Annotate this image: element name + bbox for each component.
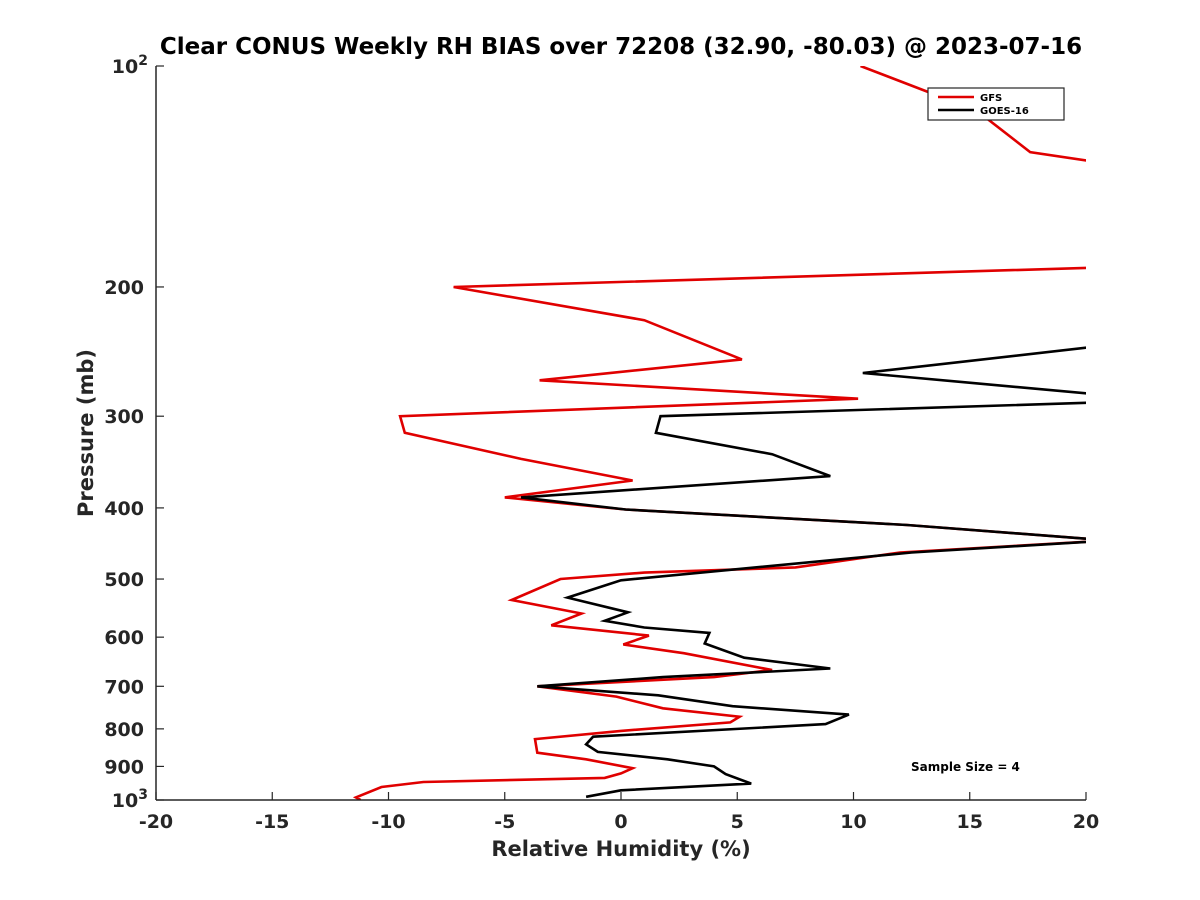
y-tick-label: 102 bbox=[112, 53, 148, 78]
x-tick-label: 20 bbox=[1073, 811, 1099, 833]
x-tick-label: 0 bbox=[614, 811, 627, 833]
legend: GFS GOES-16 bbox=[927, 87, 1065, 121]
legend-label-gfs: GFS bbox=[980, 93, 1002, 104]
y-tick-label: 200 bbox=[104, 277, 144, 299]
x-axis-label: Relative Humidity (%) bbox=[491, 837, 750, 861]
legend-label-goes16: GOES-16 bbox=[980, 106, 1029, 117]
x-tick-label: -15 bbox=[255, 811, 289, 833]
x-tick-label: 5 bbox=[731, 811, 744, 833]
y-axis-label: Pressure (mb) bbox=[74, 349, 98, 517]
x-tick-label: -10 bbox=[371, 811, 405, 833]
x-tick-label: -5 bbox=[494, 811, 515, 833]
x-tick-label: 15 bbox=[957, 811, 983, 833]
y-tick-label: 900 bbox=[104, 756, 144, 778]
y-tick-label: 800 bbox=[104, 719, 144, 741]
legend-box bbox=[927, 87, 1065, 121]
series-line-gfs bbox=[352, 66, 1086, 800]
series-line-goes16 bbox=[520, 346, 1086, 799]
y-tick-label: 600 bbox=[104, 627, 144, 649]
axes-layer: -20 -15 -10 -5 0 5 10 15 20 102 200 300 400 500 600 700… bbox=[104, 53, 1099, 833]
y-tick-label: 400 bbox=[104, 498, 144, 520]
x-tick-label: -20 bbox=[139, 811, 173, 833]
y-tick-label: 700 bbox=[104, 676, 144, 698]
sample-size-annotation: Sample Size = 4 bbox=[911, 760, 1020, 774]
chart-title: Clear CONUS Weekly RH BIAS over 72208 (3… bbox=[160, 34, 1082, 60]
y-tick-label: 103 bbox=[112, 787, 148, 812]
y-tick-label: 300 bbox=[104, 406, 144, 428]
x-tick-label: 10 bbox=[840, 811, 866, 833]
series-layer bbox=[352, 66, 1086, 800]
y-tick-label: 500 bbox=[104, 569, 144, 591]
